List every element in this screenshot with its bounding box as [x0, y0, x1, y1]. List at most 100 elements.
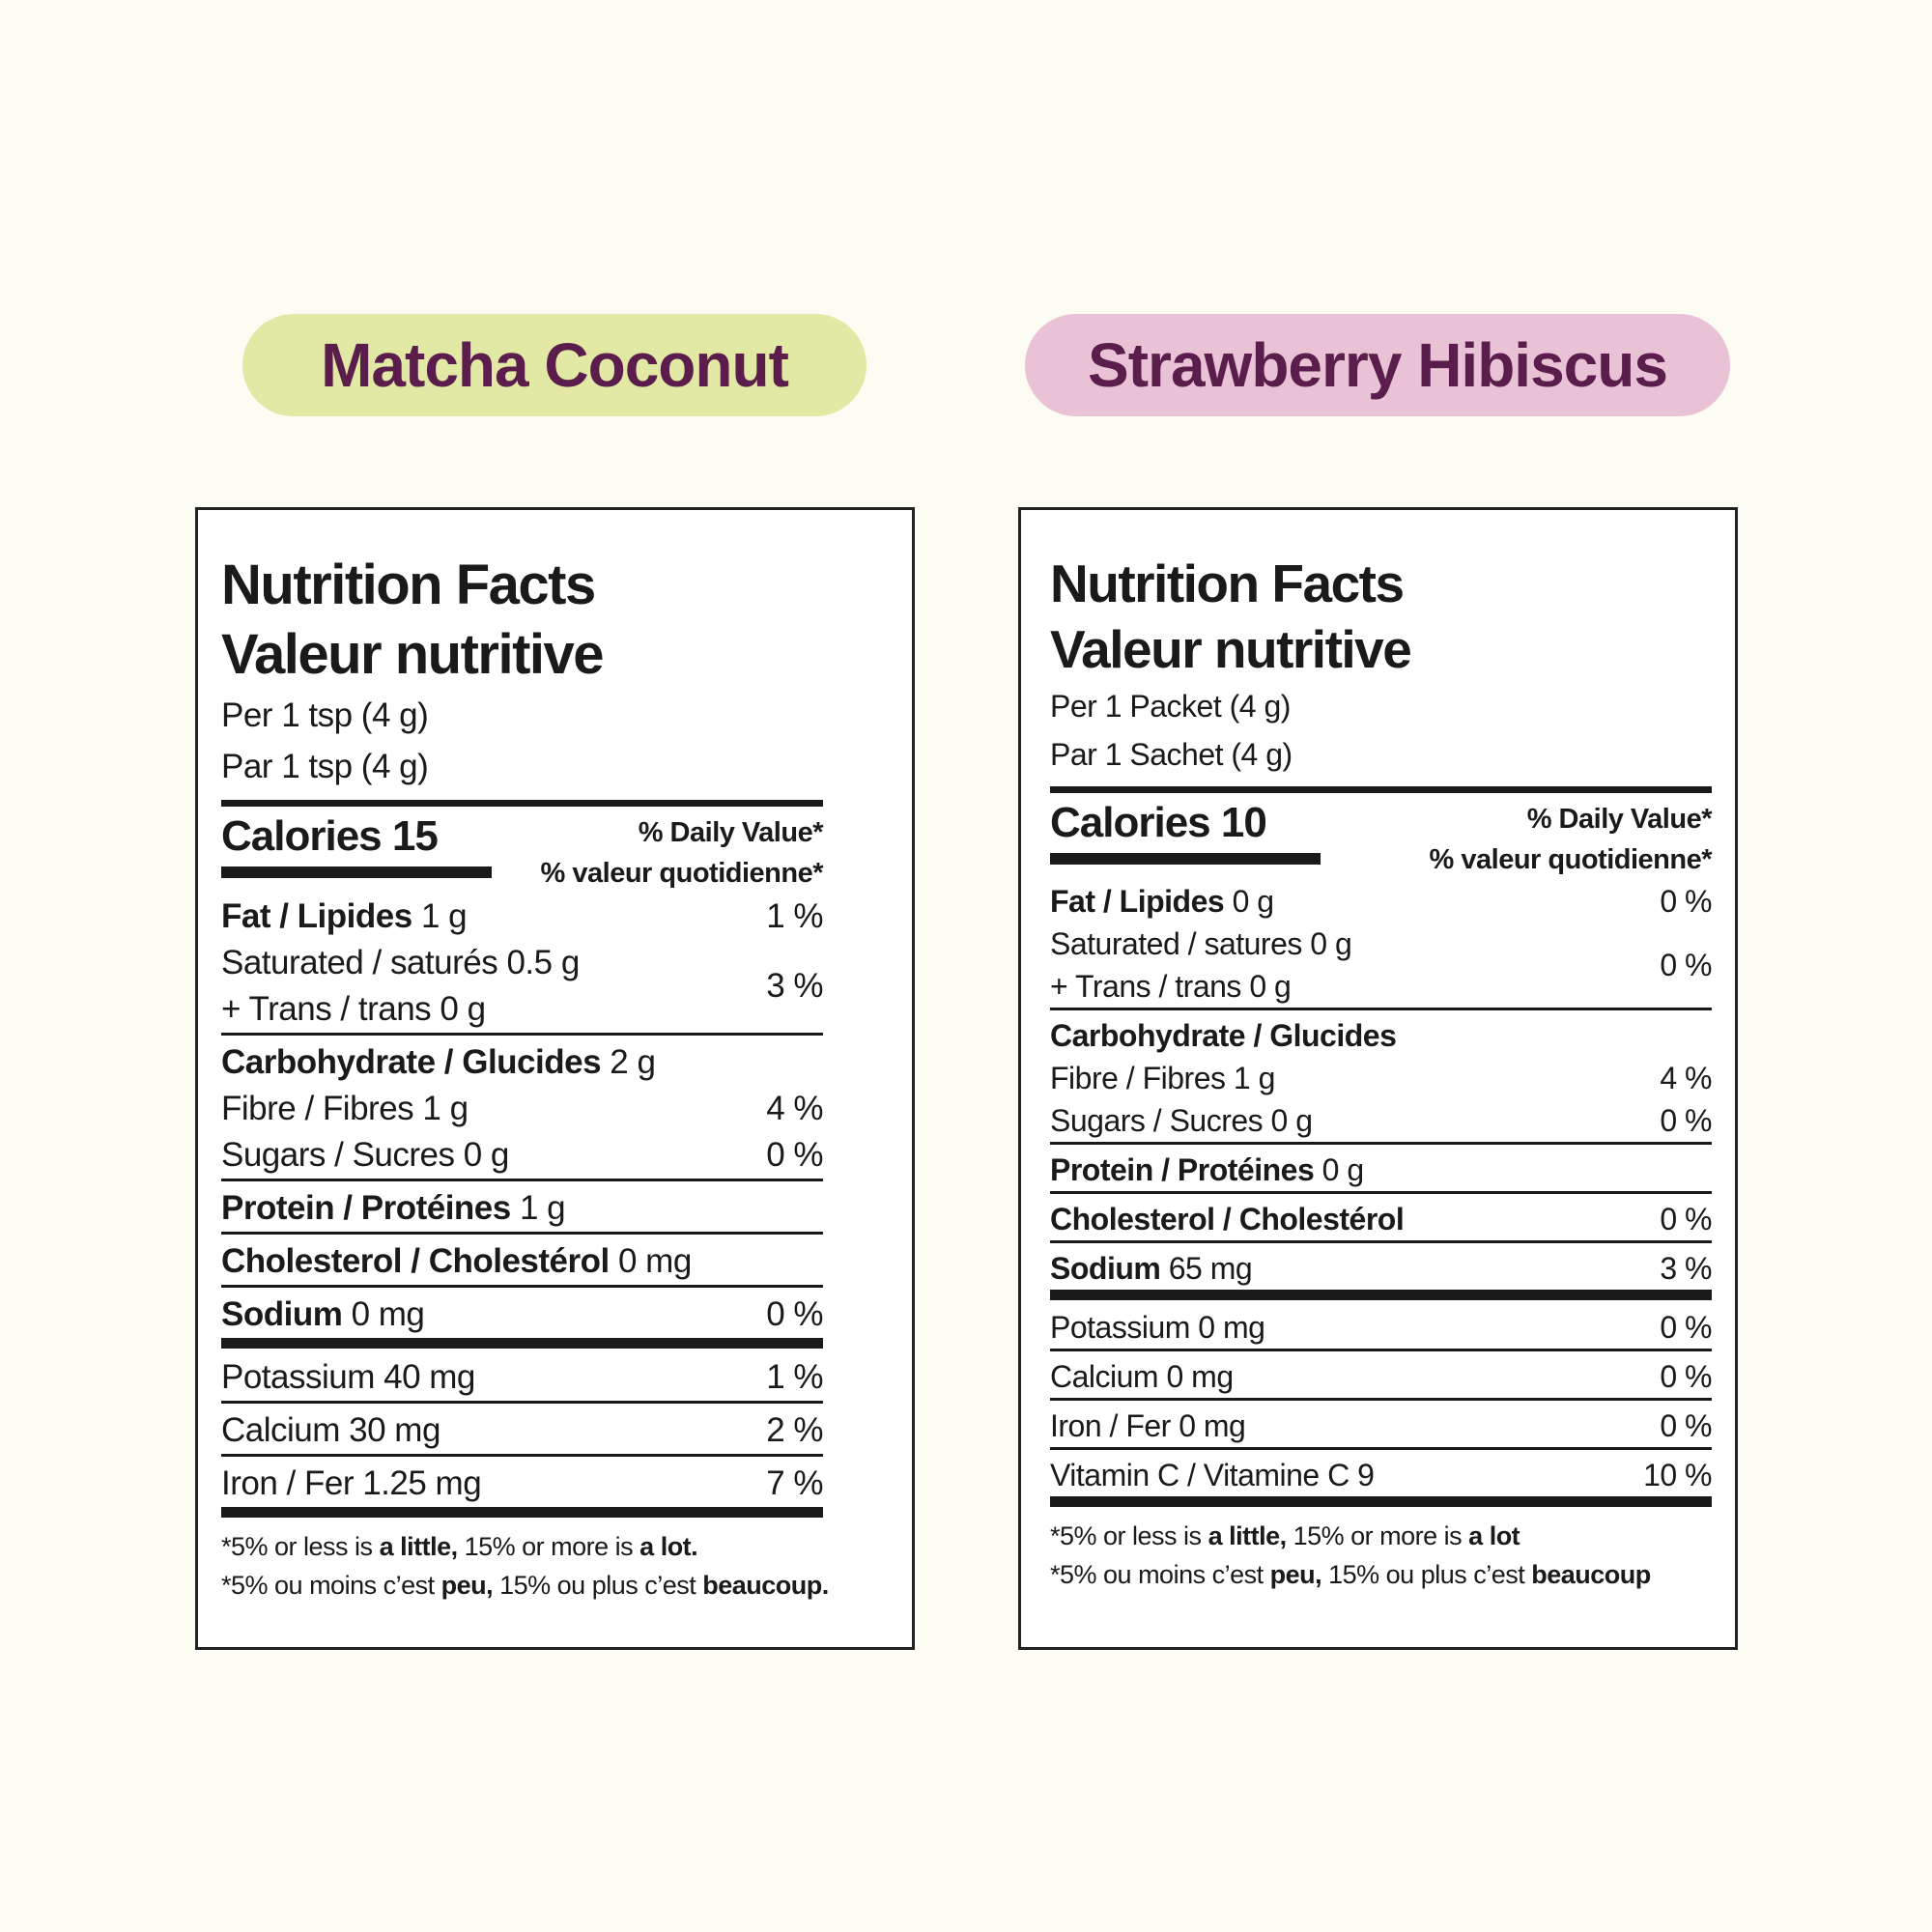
rule: [221, 867, 492, 878]
nutrient-row: Sugars / Sucres 0 g 0 %: [221, 1132, 823, 1181]
nutrient-row: Carbohydrate / Glucides 2 g: [221, 1039, 823, 1086]
footnote-part: *5% ou moins c’est: [221, 1571, 441, 1600]
footnote-part: beaucoup: [1531, 1560, 1651, 1589]
daily-value: 0 %: [766, 1295, 823, 1333]
calories-text: Calories 15: [221, 812, 439, 860]
nutrient-name: Carbohydrate / Glucides: [1050, 1018, 1397, 1053]
footnote-part: *5% or less is: [1050, 1521, 1208, 1550]
serving: Per 1 Packet (4 g): [1050, 689, 1291, 724]
nutrient: Calcium 30 mg: [221, 1407, 440, 1454]
daily-value: 0 %: [1660, 1359, 1712, 1394]
nutrient: Cholesterol / Cholestérol: [1050, 1198, 1405, 1240]
nutrient-row: Protein / Protéines 1 g: [221, 1185, 823, 1235]
daily-value: 3 %: [1660, 1251, 1712, 1286]
footnote-part: a lot: [1468, 1521, 1520, 1550]
nutrient: Vitamin C / Vitamine C 9: [1050, 1454, 1375, 1496]
nutrient: Potassium 40 mg: [221, 1354, 475, 1401]
nutrient-row: Fat / Lipides 1 g 1 %: [221, 894, 823, 940]
footnote-part: 15% or more is: [457, 1532, 640, 1561]
nutrient-name: Cholesterol / Cholestérol: [221, 1242, 610, 1280]
nutrient: Iron / Fer 0 mg: [1050, 1405, 1246, 1447]
nutrient-name: Iron / Fer 0 mg: [1050, 1408, 1246, 1443]
nutrient-row: Carbohydrate / Glucides: [1050, 1014, 1712, 1057]
dv-header-text: % Daily Value*: [638, 817, 824, 848]
daily-value: 4 %: [1660, 1061, 1712, 1095]
nutrient-row: Fat / Lipides 0 g 0 %: [1050, 880, 1712, 923]
daily-value: 1 %: [766, 1358, 823, 1396]
footnote-part: *5% ou moins c’est: [1050, 1560, 1270, 1589]
product-name: Matcha Coconut: [242, 314, 867, 416]
daily-value: 4 %: [766, 1090, 823, 1127]
title: Valeur nutritive: [1050, 619, 1412, 679]
product-name: Strawberry Hibiscus: [1025, 314, 1730, 416]
amount: 1 g: [420, 897, 468, 935]
dv-header: % Daily Value* % valeur quotidienne*: [540, 812, 824, 894]
nutrient-row: Iron / Fer 0 mg 0 %: [1050, 1405, 1712, 1450]
nutrient: Carbohydrate / Glucides 2 g: [221, 1039, 656, 1086]
nutrient: Protein / Protéines 1 g: [221, 1185, 566, 1232]
nutrient-name: Cholesterol / Cholestérol: [1050, 1202, 1405, 1236]
nutrient-name: Carbohydrate / Glucides: [221, 1043, 602, 1081]
nutrient-row: Sugars / Sucres 0 g 0 %: [1050, 1099, 1712, 1145]
amount: 0 g: [1232, 884, 1274, 919]
nutrient-name: Vitamin C / Vitamine C 9: [1050, 1458, 1375, 1492]
footnote-part: 15% or more is: [1286, 1521, 1469, 1550]
nutrient-row: Potassium 0 mg 0 %: [1050, 1306, 1712, 1351]
footnote-part: peu,: [440, 1571, 494, 1600]
rule: [1050, 853, 1321, 865]
nutrient-row: Calcium 0 mg 0 %: [1050, 1355, 1712, 1401]
footnote-part: 15% ou plus c’est: [1321, 1560, 1532, 1589]
nutrient-name: Sodium: [221, 1295, 343, 1333]
daily-value: 0 %: [1660, 884, 1712, 919]
nutrient: Fat / Lipides 0 g: [1050, 880, 1274, 923]
nutrient: Fibre / Fibres 1 g: [1050, 1057, 1275, 1099]
nutrition-label: Nutrition Facts Valeur nutritive Per 1 tsp…: [195, 507, 915, 1650]
daily-value: 1 %: [766, 897, 823, 935]
daily-value: 7 %: [766, 1464, 823, 1502]
footnote-part: beaucoup.: [702, 1571, 829, 1600]
amount: 1 g: [519, 1189, 566, 1227]
footnote: *5% ou moins c’est peu, 15% ou plus c’es…: [1050, 1555, 1712, 1594]
footnote: *5% ou moins c’est peu, 15% ou plus c’es…: [221, 1566, 829, 1605]
footnote-part: 15% ou plus c’est: [493, 1571, 703, 1600]
dv-header-text: % valeur quotidienne*: [540, 858, 824, 889]
footnote-part: peu,: [1269, 1560, 1322, 1589]
title: Nutrition Facts: [221, 554, 596, 616]
nutrient-row: Saturated / saturés 0.5 g + Trans / trans…: [221, 940, 823, 1036]
nutrition-label: Nutrition Facts Valeur nutritive Per 1 Pac…: [1018, 507, 1738, 1650]
nutrient: Carbohydrate / Glucides: [1050, 1014, 1397, 1057]
nutrient: Cholesterol / Cholestérol 0 mg: [221, 1238, 692, 1285]
nutrient-row: Fibre / Fibres 1 g 4 %: [1050, 1057, 1712, 1099]
daily-value: 10 %: [1643, 1458, 1712, 1492]
nutrient-name: Potassium 40 mg: [221, 1358, 475, 1396]
footnote-part: a little,: [1208, 1521, 1288, 1550]
footnote: *5% or less is a little, 15% or more is …: [221, 1527, 823, 1566]
nutrient-row: Cholesterol / Cholestérol 0 %: [1050, 1198, 1712, 1243]
footnote-part: a lot.: [639, 1532, 698, 1561]
nutrient-name: Protein / Protéines: [221, 1189, 511, 1227]
dv-header-text: % valeur quotidienne*: [1429, 844, 1713, 875]
nutrient-name: Iron / Fer 1.25 mg: [221, 1464, 482, 1502]
amount: 0 mg: [351, 1295, 425, 1333]
nutrient-row: Sodium 65 mg 3 %: [1050, 1247, 1712, 1300]
footnote-part: *5% or less is: [221, 1532, 380, 1561]
calories: Calories 15: [221, 812, 492, 894]
daily-value: 0 %: [1660, 1408, 1712, 1443]
serving: Per 1 tsp (4 g): [221, 696, 429, 734]
daily-value: 2 %: [766, 1411, 823, 1449]
amount: 0 mg: [617, 1242, 692, 1280]
calories-row: Calories 10 % Daily Value* % valeur quotid…: [1050, 786, 1713, 880]
footnote: *5% or less is a little, 15% or more is …: [1050, 1517, 1712, 1555]
calories: Calories 10: [1050, 799, 1321, 880]
daily-value: 3 %: [766, 967, 823, 1005]
nutrient-line: + Trans / trans 0 g: [221, 990, 486, 1028]
amount: 2 g: [610, 1043, 656, 1081]
nutrient-row: Fibre / Fibres 1 g 4 %: [221, 1086, 823, 1132]
nutrient-row: Vitamin C / Vitamine C 9 10 %: [1050, 1454, 1712, 1507]
nutrient: Sugars / Sucres 0 g: [221, 1132, 509, 1179]
nutrient: Potassium 0 mg: [1050, 1306, 1265, 1349]
amount: 65 mg: [1168, 1251, 1253, 1286]
nutrient: Sodium 65 mg: [1050, 1247, 1253, 1290]
nutrient: Fibre / Fibres 1 g: [221, 1086, 469, 1132]
nutrient-name: Fibre / Fibres 1 g: [1050, 1061, 1275, 1095]
